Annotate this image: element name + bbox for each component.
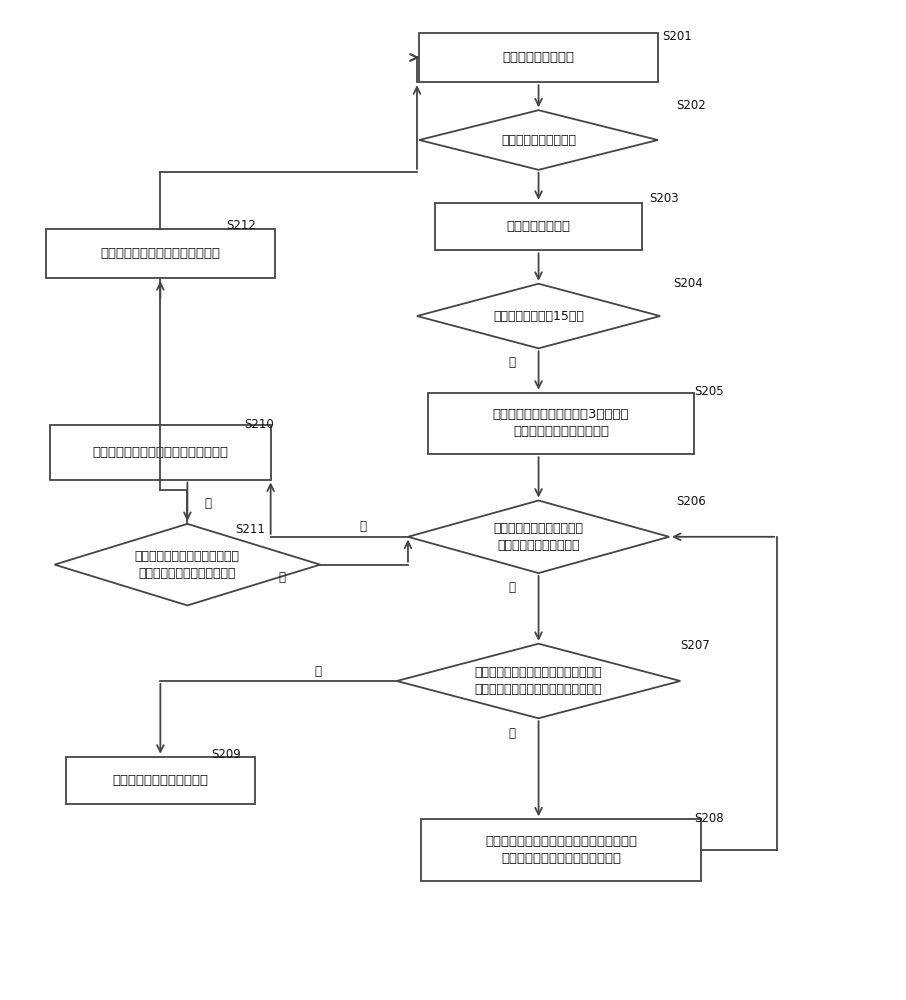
FancyBboxPatch shape [45,229,275,278]
Polygon shape [408,500,670,573]
Text: S212: S212 [226,219,256,232]
Text: 室外风机初始转速: 室外风机初始转速 [506,220,571,233]
Text: S208: S208 [694,812,724,825]
Text: 制热时间是否达到15分钟: 制热时间是否达到15分钟 [493,310,584,323]
Text: 是: 是 [360,520,366,533]
Text: 否: 否 [278,571,285,584]
Text: S210: S210 [244,418,274,431]
FancyBboxPatch shape [419,33,658,82]
Text: 持续检测室外换热器的温度3分钟，并
记录室外转换器的最低温度: 持续检测室外换热器的温度3分钟，并 记录室外转换器的最低温度 [493,408,630,438]
Text: S203: S203 [650,192,679,205]
Polygon shape [419,110,658,170]
FancyBboxPatch shape [66,757,255,804]
Text: 否: 否 [508,727,515,740]
Text: 是: 是 [314,665,322,678]
Text: 将室外风机的当前转速增加预设转速，直至
室外风机的当前转速达到目标转速: 将室外风机的当前转速增加预设转速，直至 室外风机的当前转速达到目标转速 [485,835,637,865]
Text: 根据空调器的当前状态判断
判断是否满足化霜条件。: 根据空调器的当前状态判断 判断是否满足化霜条件。 [494,522,583,552]
Text: 根据空调器的当前状态判断是否
满足化霜模式退出的判定条件: 根据空调器的当前状态判断是否 满足化霜模式退出的判定条件 [135,550,240,580]
Text: 是: 是 [508,356,515,369]
Text: 是: 是 [205,497,212,510]
Text: 检测室外温度，并判断: 检测室外温度，并判断 [501,134,576,147]
Text: 室外风机保持当前转速运行: 室外风机保持当前转速运行 [112,774,208,787]
FancyBboxPatch shape [435,203,642,250]
FancyBboxPatch shape [421,819,700,881]
Polygon shape [417,284,660,348]
Text: 空调器由化霜模式转换成制热模式: 空调器由化霜模式转换成制热模式 [101,247,220,260]
Text: 空调器进入制热模式: 空调器进入制热模式 [503,51,574,64]
Text: S205: S205 [694,385,724,398]
Text: 否: 否 [508,581,515,594]
Text: 空调器由制热模式转换成化霜模式运行: 空调器由制热模式转换成化霜模式运行 [92,446,228,459]
Text: S207: S207 [680,639,709,652]
Text: S202: S202 [676,99,706,112]
Text: S206: S206 [676,495,706,508]
FancyBboxPatch shape [50,425,271,480]
Text: S209: S209 [212,748,241,761]
Polygon shape [397,644,680,718]
Text: 室外换热器的最低温度与室外换热器的
当前温度之间的差值是否小于预设温差: 室外换热器的最低温度与室外换热器的 当前温度之间的差值是否小于预设温差 [475,666,602,696]
Text: S211: S211 [235,523,265,536]
Text: S201: S201 [662,30,691,43]
Text: S204: S204 [673,277,703,290]
Polygon shape [54,524,320,605]
FancyBboxPatch shape [429,393,694,454]
